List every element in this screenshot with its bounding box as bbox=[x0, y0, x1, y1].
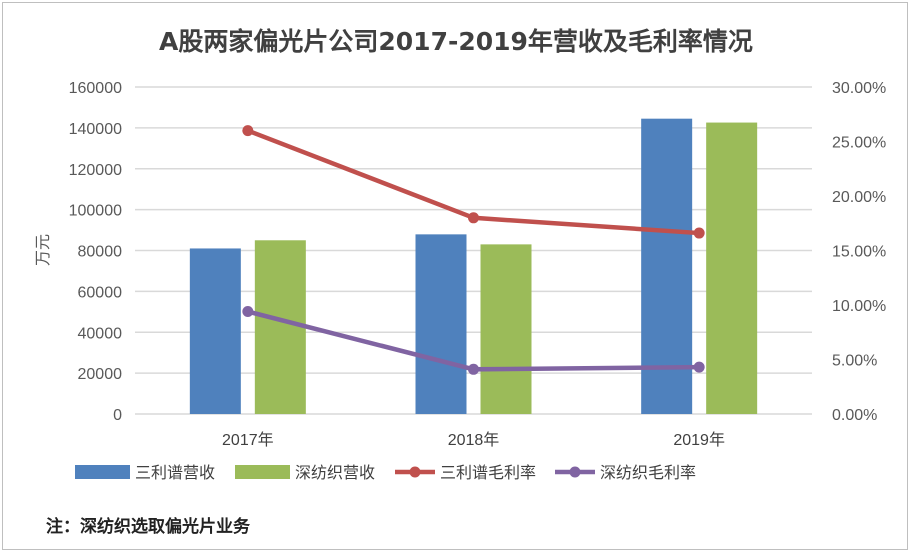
legend-marker bbox=[569, 466, 581, 478]
y-tick-label: 20000 bbox=[78, 366, 123, 383]
line-深纺织毛利率 bbox=[247, 309, 700, 372]
y-tick-label: 80000 bbox=[78, 244, 123, 261]
legend-label: 深纺织毛利率 bbox=[600, 464, 696, 482]
bar-深纺织营收 bbox=[706, 122, 758, 414]
y-tick-label: 140000 bbox=[69, 121, 122, 138]
y-tick-label: 0 bbox=[113, 407, 122, 424]
bar-深纺织营收 bbox=[254, 240, 306, 414]
legend-label: 三利谱毛利率 bbox=[440, 464, 536, 482]
y2-tick-label: 20.00% bbox=[832, 189, 886, 206]
bar-三利谱营收 bbox=[189, 248, 241, 414]
y2-tick-label: 5.00% bbox=[832, 353, 877, 370]
y-tick-label: 160000 bbox=[69, 80, 122, 97]
legend-swatch bbox=[75, 465, 130, 479]
legend-swatch bbox=[235, 465, 290, 479]
x-tick-label: 2019年 bbox=[673, 431, 725, 449]
x-tick-label: 2017年 bbox=[222, 431, 274, 449]
y2-tick-label: 30.00% bbox=[832, 80, 886, 97]
marker-三利谱毛利率 bbox=[242, 125, 254, 137]
legend-label: 深纺织营收 bbox=[295, 464, 375, 482]
y2-tick-label: 25.00% bbox=[832, 135, 886, 152]
footnote: 注：深纺织选取偏光片业务 bbox=[46, 517, 250, 537]
bar-三利谱营收 bbox=[415, 234, 467, 414]
marker-深纺织毛利率 bbox=[242, 306, 254, 318]
marker-三利谱毛利率 bbox=[468, 212, 479, 224]
y2-tick-label: 15.00% bbox=[832, 244, 886, 261]
y2-tick-label: 0.00% bbox=[832, 407, 877, 424]
marker-三利谱毛利率 bbox=[693, 227, 705, 239]
y-tick-label: 60000 bbox=[78, 284, 123, 301]
y-tick-label: 100000 bbox=[69, 203, 122, 220]
bar-深纺织营收 bbox=[480, 244, 532, 414]
y-axis-label: 万元 bbox=[35, 234, 52, 266]
bar-三利谱营收 bbox=[641, 118, 693, 414]
marker-深纺织毛利率 bbox=[693, 361, 705, 373]
marker-深纺织毛利率 bbox=[468, 363, 479, 375]
y-tick-label: 40000 bbox=[78, 325, 123, 342]
y2-tick-label: 10.00% bbox=[832, 298, 886, 315]
x-tick-label: 2018年 bbox=[448, 431, 500, 449]
legend-marker bbox=[409, 466, 421, 478]
chart-title: A股两家偏光片公司2017-2019年营收及毛利率情况 bbox=[159, 27, 753, 56]
y-tick-label: 120000 bbox=[69, 162, 122, 179]
legend-label: 三利谱营收 bbox=[135, 464, 215, 482]
